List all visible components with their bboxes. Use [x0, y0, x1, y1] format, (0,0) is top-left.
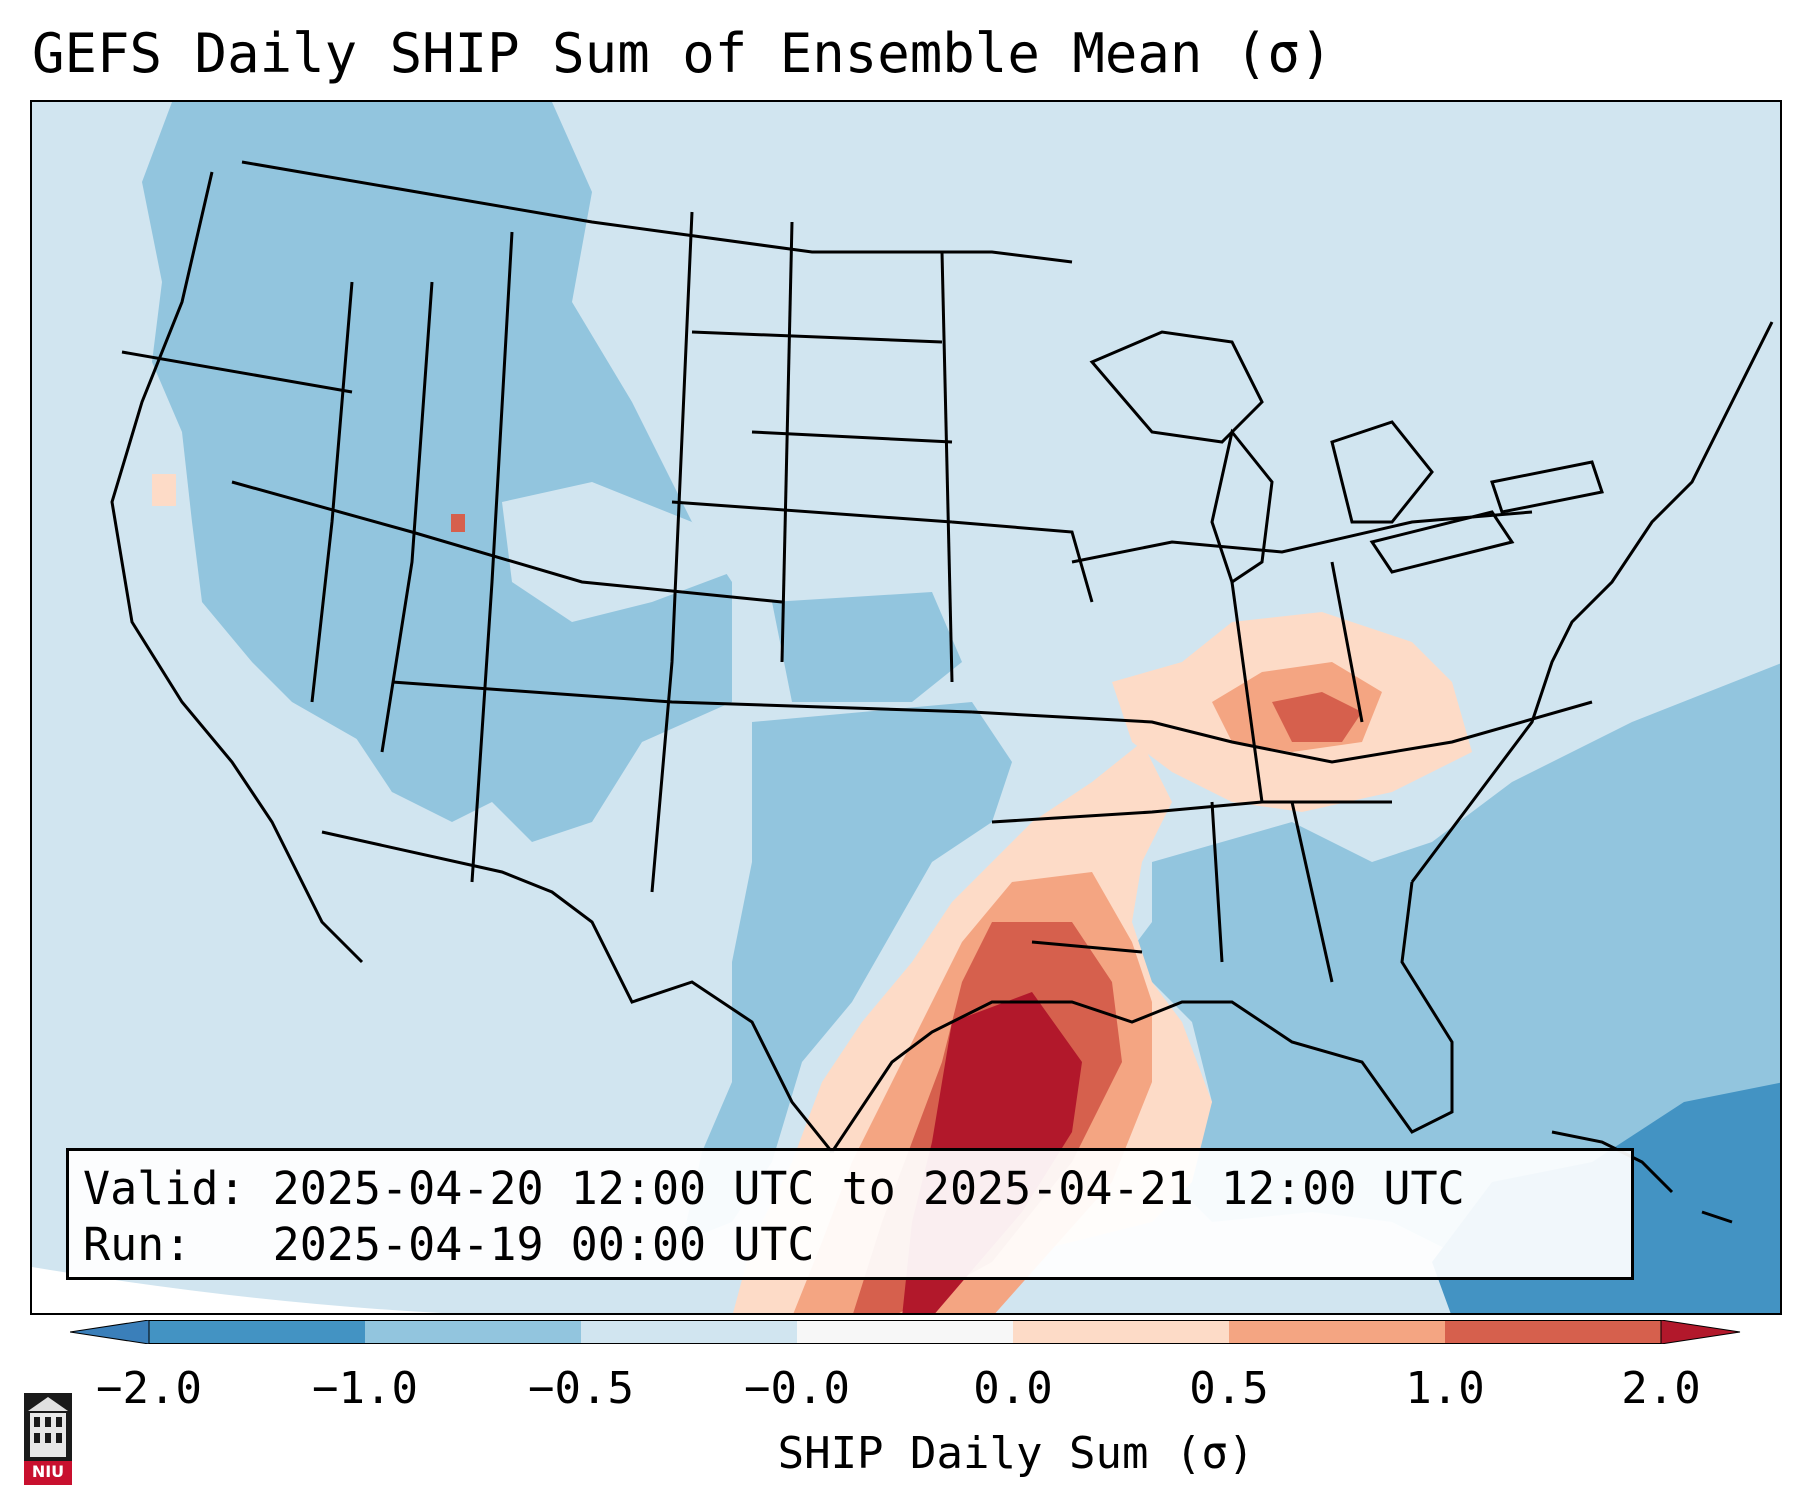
projection-edge — [32, 1267, 442, 1313]
colorbar-tick-label: 0.0 — [973, 1363, 1053, 1414]
run-time-text: Run: 2025-04-19 00:00 UTC — [83, 1218, 815, 1271]
colorbar-tick-label: −1.0 — [312, 1363, 418, 1414]
boundary-lines — [110, 160, 1774, 1224]
mexico-border — [321, 830, 834, 1153]
colorbar-segment — [797, 1320, 1013, 1344]
colorbar-segment — [581, 1320, 797, 1344]
colorbar-tick-label: 0.5 — [1189, 1363, 1269, 1414]
colorbar-segment — [365, 1320, 581, 1344]
colorbar-segment — [1013, 1320, 1229, 1344]
colorbar-tick-label: −0.0 — [744, 1363, 850, 1414]
colorbar-segment — [1445, 1320, 1661, 1344]
new-mexico-dry-region — [512, 722, 632, 822]
colorbar-label: SHIP Daily Sum (σ) — [777, 1428, 1255, 1479]
colorbar-tick-label: 2.0 — [1621, 1363, 1701, 1414]
west-coastline — [110, 171, 364, 964]
kentucky-strong-region — [1272, 692, 1362, 742]
colorbar-segment — [1229, 1320, 1445, 1344]
map-panel[interactable] — [30, 100, 1782, 1315]
valid-run-info-box: Valid: 2025-04-20 12:00 UTC to 2025-04-2… — [66, 1148, 1634, 1280]
southern-plains-dry-region — [682, 702, 1012, 1242]
east-coastline — [1410, 321, 1774, 883]
kansas-dry-region — [772, 592, 962, 702]
university-tower-icon: NIU — [20, 1393, 76, 1485]
colorbar-segment — [149, 1320, 365, 1344]
map-title: GEFS Daily SHIP Sum of Ensemble Mean (σ) — [32, 22, 1333, 85]
colorbar-tick-label: 1.0 — [1405, 1363, 1485, 1414]
canada-border — [241, 160, 1073, 264]
colorbar-over-arrow — [1660, 1320, 1741, 1344]
utah-wet-pixel — [451, 514, 465, 532]
logo-text: NIU — [31, 1462, 65, 1481]
california-wet-pixel — [152, 474, 176, 506]
colorbar-under-arrow — [70, 1320, 150, 1344]
colorbar-tick-label: −0.5 — [528, 1363, 634, 1414]
colorbar — [70, 1320, 1741, 1344]
gulf-coastline — [830, 881, 1454, 1153]
map-canvas — [32, 102, 1780, 1313]
colorbar-frame — [148, 1320, 1662, 1344]
colorbar-tick-label: −2.0 — [96, 1363, 202, 1414]
northwest-dry-region — [142, 102, 732, 842]
valid-time-text: Valid: 2025-04-20 12:00 UTC to 2025-04-2… — [83, 1162, 1465, 1215]
